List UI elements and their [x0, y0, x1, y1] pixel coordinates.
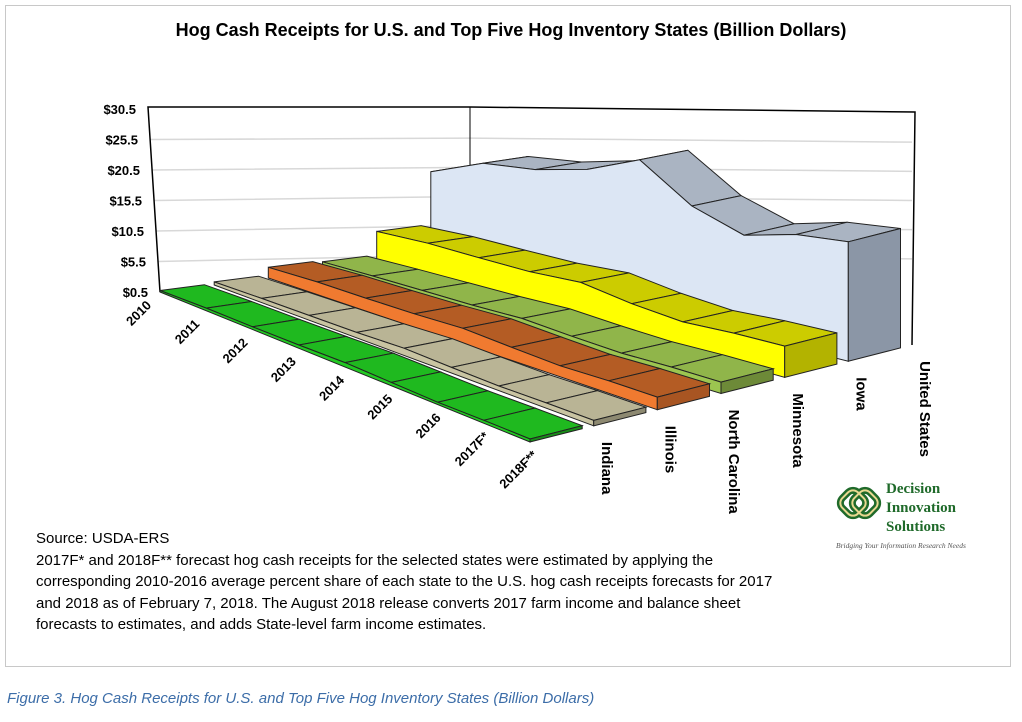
series-label: United States [916, 361, 933, 457]
area-end-face [529, 425, 583, 443]
logo-tagline: Bridging Your Information Research Needs [836, 541, 966, 550]
y-tick-label: $0.5 [123, 285, 148, 300]
source-line: Source: USDA-ERS [36, 530, 170, 547]
y-tick-label: $15.5 [109, 194, 142, 209]
area-end-face [720, 368, 774, 395]
figure-frame [5, 5, 1011, 667]
logo-line: Decision [886, 481, 941, 497]
y-tick-label: $25.5 [105, 133, 138, 148]
series-label: North Carolina [725, 410, 742, 515]
y-tick-label: $20.5 [107, 163, 140, 178]
category-label: 2018F** [496, 447, 540, 491]
area-end-face [593, 406, 647, 427]
category-label: 2011 [172, 316, 203, 347]
series-label: Indiana [598, 442, 615, 495]
series-label: Iowa [853, 377, 870, 411]
company-logo: Decision Innovation Solutions Bridging Y… [836, 478, 1006, 553]
chart-title: Hog Cash Receipts for U.S. and Top Five … [175, 20, 847, 40]
category-label: 2010 [123, 298, 154, 329]
category-label: 2014 [316, 372, 348, 404]
series-label: Minnesota [789, 393, 806, 468]
area-front-face [267, 266, 658, 411]
logo-line: Innovation [886, 500, 957, 516]
area-end-face [656, 383, 710, 411]
y-tick-label: $10.5 [111, 224, 144, 239]
category-label: 2012 [220, 335, 251, 366]
area-front-face [159, 289, 531, 443]
category-label: 2013 [268, 354, 299, 385]
series-north-carolina [267, 261, 712, 411]
series-indiana [159, 284, 584, 443]
gridline [149, 137, 913, 143]
y-tick-label: $30.5 [103, 102, 136, 117]
series-united-states [430, 149, 901, 362]
figure-caption: Figure 3. Hog Cash Receipts for U.S. and… [7, 690, 595, 707]
source-footnote: 2017F* and 2018F** forecast hog cash rec… [36, 551, 773, 634]
area-end-face [784, 332, 838, 378]
series-label: Illinois [662, 426, 679, 474]
logo-line: Solutions [886, 519, 946, 535]
category-label: 2017F* [452, 428, 493, 469]
category-label: 2016 [413, 410, 444, 441]
series-illinois [213, 275, 648, 427]
area-end-face [847, 227, 901, 362]
source-note: Source: USDA-ERS 2017F* and 2018F** fore… [36, 528, 796, 636]
chart-3d-area: $0.5 $5.5 $10.5 $15.5 $20.5 $25.5 $30.5 United … [103, 102, 933, 515]
knot-logo-icon [836, 486, 882, 520]
area-front-face [213, 281, 595, 427]
category-label: 2015 [364, 391, 395, 422]
y-tick-label: $5.5 [121, 255, 146, 270]
